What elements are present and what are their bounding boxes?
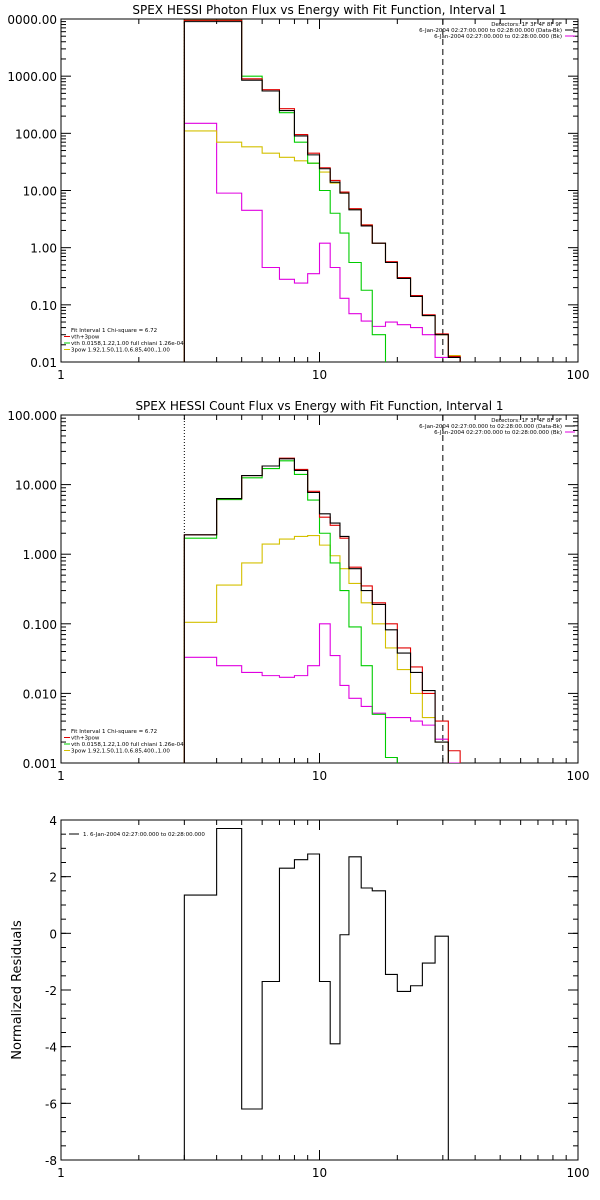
x-tick-label: 1 (57, 1166, 65, 1180)
series-data (183, 458, 449, 763)
header-line: Detectors: 1F 3F 4F 8F 9F (491, 22, 562, 28)
y-tick-label: 2 (49, 871, 57, 885)
header-line: 6-Jan-2004 02:27:00.000 to 02:28:00.000 … (434, 430, 562, 436)
y-tick-label: 1.00 (30, 242, 57, 256)
x-tick-label: 1 (57, 769, 65, 783)
chart-title: SPEX HESSI Count Flux vs Energy with Fit… (135, 399, 503, 413)
legend-entry: 3pow 1.92,1.50,11.0,6.85,400.,1.00 (71, 348, 170, 354)
y-tick-label: 0.10 (30, 299, 57, 313)
series-data (183, 21, 461, 362)
chart-title: SPEX HESSI Photon Flux vs Energy with Fi… (132, 3, 506, 17)
y-tick-label: 100.00 (15, 127, 57, 141)
panel-1: SPEX HESSI Photon Flux vs Energy with Fi… (7, 3, 590, 382)
y-tick-label: 1000.00 (7, 70, 57, 84)
y-tick-label: 0.010 (23, 687, 57, 701)
legend-entry: vth+3pow (71, 736, 100, 742)
legend-entry: 3pow 1.92,1.50,11.0,6.85,400.,1.00 (71, 749, 170, 755)
legend-entry: vth+3pow (71, 335, 100, 341)
y-tick-label: -6 (45, 1097, 57, 1111)
series-bk (183, 122, 461, 362)
y-axis-label: Normalized Residuals (10, 920, 25, 1060)
header-line: Detectors: 1F 3F 4F 8F 9F (491, 418, 562, 424)
series-3pow (183, 130, 461, 362)
x-tick-label: 10 (312, 769, 327, 783)
y-tick-label: -8 (45, 1154, 57, 1168)
panel-2: SPEX HESSI Count Flux vs Energy with Fit… (7, 399, 590, 783)
series-residuals (183, 827, 449, 1160)
y-tick-label: 10.000 (15, 479, 57, 493)
y-tick-label: 0.01 (30, 356, 57, 370)
series-vth-3pow (183, 457, 461, 763)
x-tick-label: 1 (57, 368, 65, 382)
y-tick-label: 0 (49, 927, 57, 941)
header-line: 6-Jan-2004 02:27:00.000 to 02:28:00.000 … (419, 424, 562, 430)
legend-entry: vth 0.0158,1.22,1.00 full chiani 1.26e-0… (71, 341, 184, 347)
x-tick-label: 100 (567, 1166, 590, 1180)
y-tick-label: 1.000 (23, 548, 57, 562)
y-tick-label: 0000.00 (7, 13, 57, 27)
x-tick-label: 100 (567, 368, 590, 382)
x-tick-label: 10 (312, 1166, 327, 1180)
y-tick-label: 0.001 (23, 757, 57, 771)
legend-entry: vth 0.0158,1.22,1.00 full chiani 1.26e-0… (71, 742, 184, 748)
series-vth-3pow (183, 19, 461, 362)
legend-entry: 1. 6-Jan-2004 02:27:00.000 to 02:28:00.0… (83, 832, 205, 838)
y-tick-label: 4 (49, 814, 57, 828)
y-tick-label: 100.000 (7, 409, 57, 423)
x-tick-label: 10 (312, 368, 327, 382)
y-tick-label: -2 (45, 984, 57, 998)
series-vth (183, 460, 398, 763)
series-bk (183, 623, 461, 763)
y-tick-label: -4 (45, 1041, 57, 1055)
plot-frame (60, 414, 579, 764)
y-tick-label: 10.00 (23, 185, 57, 199)
x-tick-label: 100 (567, 769, 590, 783)
y-tick-label: 0.100 (23, 618, 57, 632)
legend-entry: Fit Interval 1 Chi-square = 6.72 (71, 729, 157, 735)
header-line: 6-Jan-2004 02:27:00.000 to 02:28:00.000 … (419, 28, 562, 34)
legend-entry: Fit Interval 1 Chi-square = 6.72 (71, 328, 157, 334)
header-line: 6-Jan-2004 02:27:00.000 to 02:28:00.000 … (434, 34, 562, 40)
panel-3: 1 10 100 -8 -6 -4 -2 0 2 4 Normalized Residuals 1. … (10, 814, 590, 1180)
series-3pow (183, 535, 449, 763)
